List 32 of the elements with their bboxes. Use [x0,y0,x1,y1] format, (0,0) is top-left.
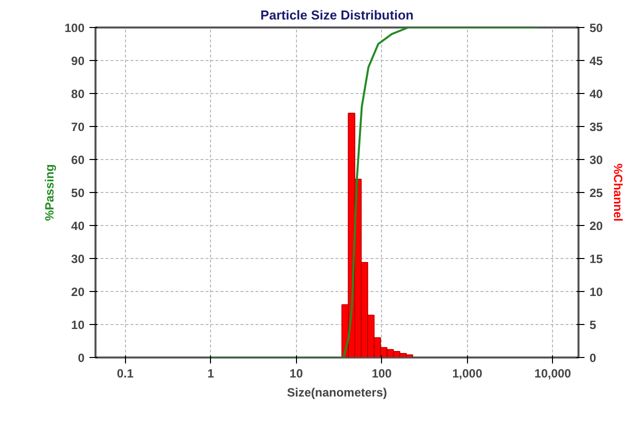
x-tick-label: 10,000 [534,366,572,380]
y2-axis-title: %Channel [610,163,625,222]
chart-title: Particle Size Distribution [260,8,414,22]
y-tick-label: 30 [71,252,85,266]
y-tick-label: 90 [71,54,85,68]
y2-tick-label: 20 [590,219,604,233]
y-tick-label: 80 [71,87,85,101]
y2-tick-label: 50 [590,21,604,35]
y-tick-label: 50 [71,186,85,200]
y2-tick-label: 5 [590,318,596,332]
y2-tick-label: 15 [590,252,604,266]
x-tick-label: 100 [372,366,392,380]
y-tick-label: 10 [71,318,85,332]
x-tick-label: 10 [290,366,304,380]
y2-tick-label: 40 [590,87,604,101]
y2-tick-label: 30 [590,153,604,167]
y2-tick-label: 0 [590,351,596,365]
x-tick-label: 1 [207,366,214,380]
y-tick-label: 70 [71,120,85,134]
y2-tick-label: 35 [590,120,604,134]
y-tick-label: 100 [64,21,85,35]
x-tick-label: 0.1 [116,366,134,380]
y2-tick-label: 25 [590,186,604,200]
y-tick-label: 40 [71,219,85,233]
y-tick-label: 0 [78,351,85,365]
y-tick-label: 20 [71,285,85,299]
y-axis-title: %Passing [42,164,56,221]
x-axis-title: Size(nanometers) [286,386,388,400]
y2-tick-label: 10 [590,285,604,299]
y2-tick-label: 45 [590,54,604,68]
y-tick-label: 60 [71,153,85,167]
x-tick-label: 1,000 [452,366,483,380]
